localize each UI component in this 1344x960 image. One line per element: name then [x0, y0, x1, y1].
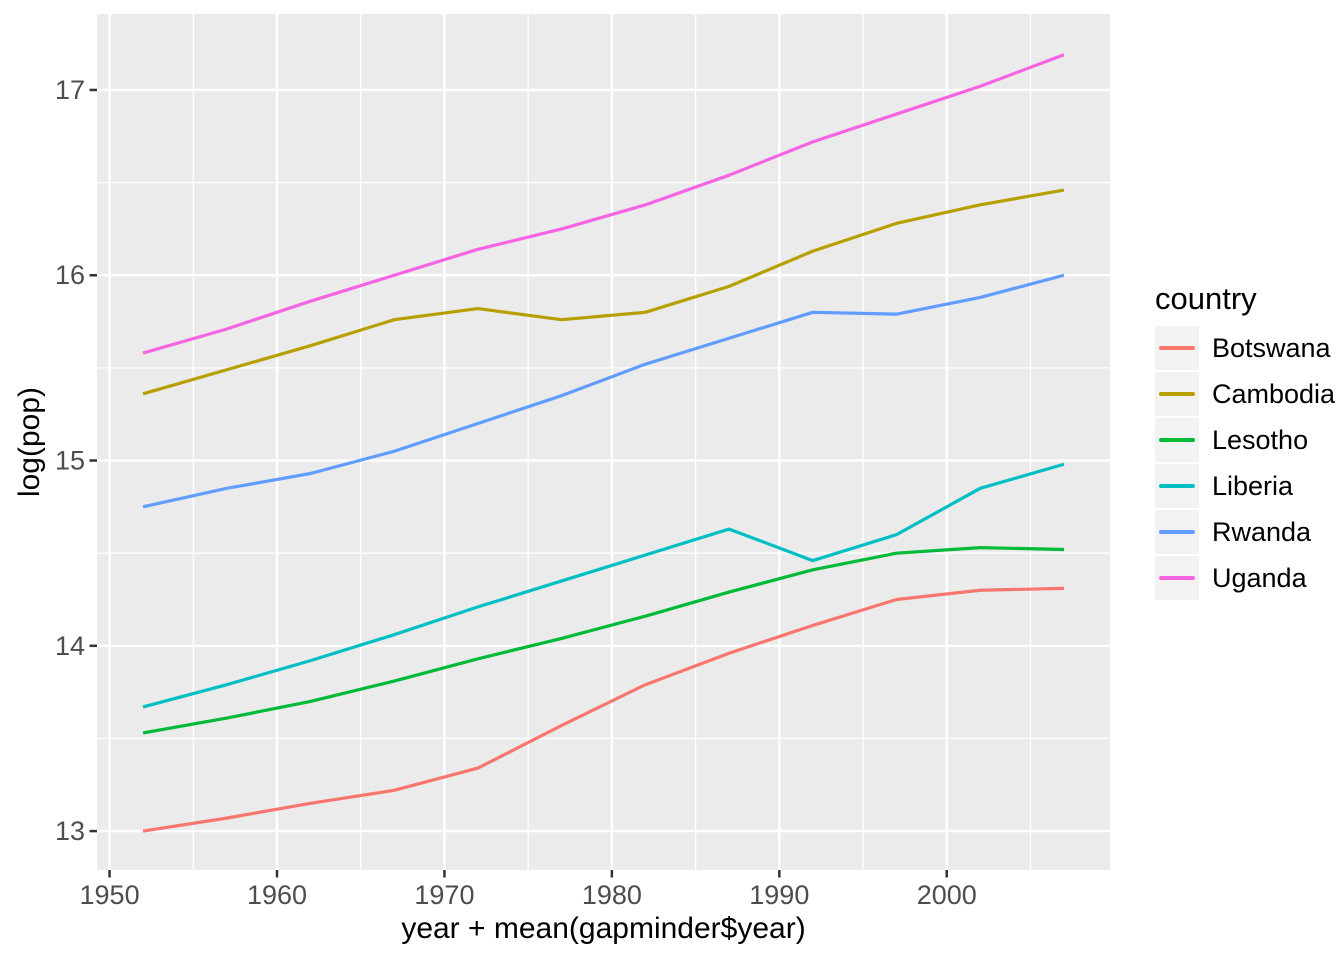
- line-swatch-icon: [1159, 530, 1195, 534]
- legend-label: Botswana: [1212, 332, 1331, 363]
- y-tick-label: 17: [55, 75, 85, 105]
- line-swatch-icon: [1159, 392, 1195, 396]
- legend-label: Lesotho: [1212, 424, 1309, 455]
- legend-label: Uganda: [1212, 562, 1307, 593]
- legend-title: country: [1155, 281, 1257, 316]
- legend-entry-uganda: Uganda: [1155, 556, 1335, 600]
- legend-key-swatch: [1155, 326, 1199, 370]
- panel-background: [97, 14, 1110, 870]
- x-tick-label: 1970: [414, 880, 474, 910]
- series-line-lesotho: [142, 546, 1064, 735]
- legend: country Botswana Cambodia Lesotho Liberi…: [1155, 281, 1336, 602]
- x-axis-title: year + mean(gapminder$year): [0, 912, 1344, 946]
- legend-label: Rwanda: [1212, 516, 1312, 547]
- legend-label: Cambodia: [1212, 378, 1336, 409]
- series-line-cambodia: [142, 188, 1065, 396]
- x-axis-title-text: year + mean(gapminder$year): [401, 912, 806, 945]
- x-tick-label: 1990: [749, 880, 809, 910]
- legend-key-swatch: [1155, 556, 1199, 600]
- line-swatch-icon: [1159, 346, 1195, 350]
- legend-key-swatch: [1155, 464, 1199, 508]
- legend-entry-cambodia: Cambodia: [1155, 372, 1335, 416]
- series-line-uganda: [142, 53, 1065, 355]
- line-swatch-icon: [1159, 576, 1195, 580]
- legend-key-swatch: [1155, 510, 1199, 554]
- y-axis-title: log(pop): [13, 386, 46, 498]
- y-tick-label: 16: [55, 260, 85, 290]
- y-tick-label: 15: [55, 446, 85, 476]
- x-tick-label: 1980: [582, 880, 642, 910]
- line-swatch-icon: [1159, 438, 1195, 442]
- series-line-rwanda: [142, 273, 1065, 509]
- series-line-liberia: [142, 462, 1065, 709]
- series-line-botswana: [142, 586, 1064, 833]
- x-tick-label: 2000: [917, 880, 977, 910]
- legend-key-swatch: [1155, 418, 1199, 462]
- x-tick-label: 1960: [247, 880, 307, 910]
- y-tick-label: 14: [55, 631, 85, 661]
- legend-label: Liberia: [1212, 470, 1294, 501]
- legend-entry-lesotho: Lesotho: [1155, 418, 1335, 462]
- legend-key-swatch: [1155, 372, 1199, 416]
- legend-entry-botswana: Botswana: [1155, 326, 1335, 370]
- x-tick-label: 1950: [80, 880, 140, 910]
- legend-entry-liberia: Liberia: [1155, 464, 1335, 508]
- legend-entry-rwanda: Rwanda: [1155, 510, 1335, 554]
- line-swatch-icon: [1159, 484, 1195, 488]
- y-tick-label: 13: [55, 816, 85, 846]
